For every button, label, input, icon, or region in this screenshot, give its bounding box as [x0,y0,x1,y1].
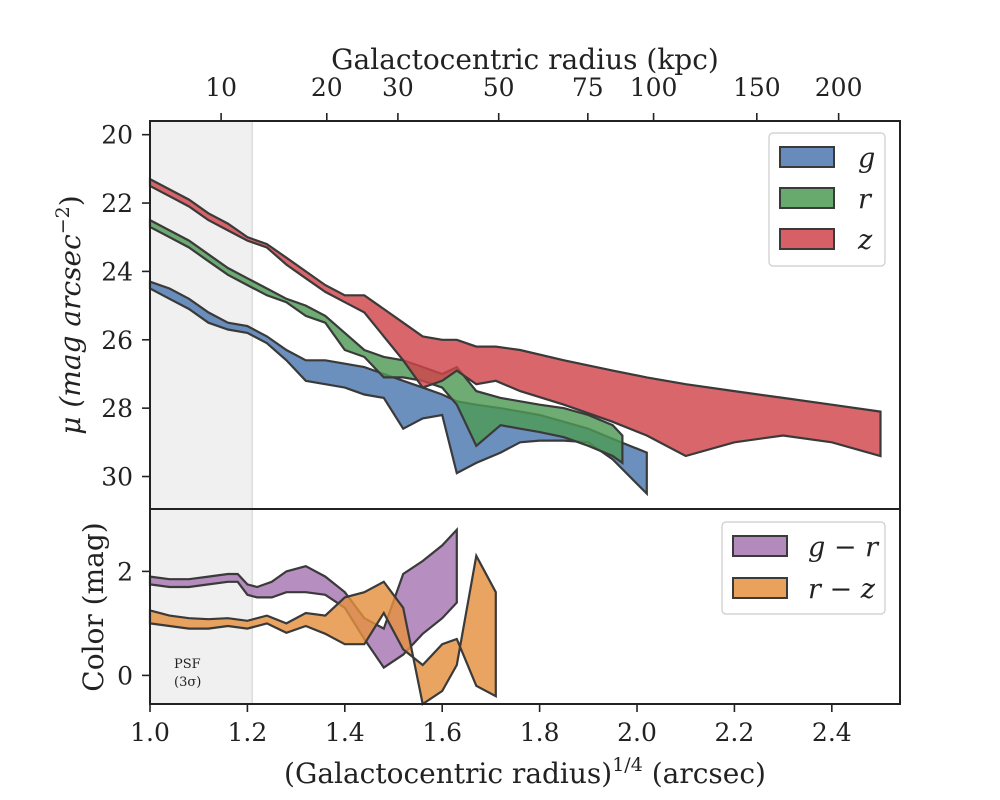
y-tick-label: 24 [101,257,133,286]
top-y-axis-title: μ (mag arcsec−2) [52,195,87,434]
y-tick-label: 20 [101,121,133,150]
surface-brightness-bands [148,177,882,497]
x-axis-title: (Galactocentric radius)1/4 (arcsec) [284,754,766,790]
band-r [148,218,624,466]
x-tick-label: 2.4 [812,718,852,747]
x-tick-label: 2.2 [715,718,755,747]
band-g [148,280,648,497]
top-tick-label: 30 [382,73,414,102]
legend-swatch [779,228,835,250]
psf-shaded-region [150,121,253,704]
bottom-panel-frame [149,508,901,705]
top-tick-label: 50 [483,73,515,102]
x-tick-label: 2.0 [617,718,657,747]
legend-swatch [779,187,835,209]
legend-swatch [732,535,788,557]
top-tick-label: 10 [205,73,237,102]
x-tick-label: 1.2 [228,718,268,747]
top-axis-title: Galactocentric radius (kpc) [331,43,719,76]
psf-sigma-label: (3σ) [174,675,201,690]
color-y-tick-label: 0 [117,661,133,690]
x-tick-label: 1.8 [520,718,560,747]
y-tick-label: 28 [101,394,133,423]
band-gr [148,527,458,670]
x-tick-label: 1.4 [325,718,365,747]
legend-bands: grz [768,132,886,267]
color-bands [148,527,497,706]
legend-swatch [732,577,788,599]
y-tick-label: 30 [101,463,133,492]
top-tick-label: 75 [572,73,604,102]
legend-swatch [779,146,835,168]
x-tick-label: 1.6 [422,718,462,747]
x-tick-label: 1.0 [130,718,170,747]
bottom-y-axis-title: Color (mag) [77,522,110,691]
color-y-tick-label: 2 [117,557,133,586]
y-tick-label: 26 [101,326,133,355]
band-z [148,177,882,458]
top-tick-label: 150 [733,73,781,102]
top-tick-label: 20 [311,73,343,102]
legend-label: g [858,143,875,174]
legend-colors: g − r r − z [721,521,886,615]
legend-label: r − z [808,574,876,605]
legend-label: z [857,225,873,256]
top-tick-label: 100 [630,73,678,102]
legend-label: r [858,184,873,215]
top-tick-label: 200 [815,73,863,102]
y-tick-label: 22 [101,189,133,218]
axis-ticks: 1.0 1.2 1.4 1.6 1.8 2.0 2.2 2.410 20 30 50 75 100 150… [101,73,862,747]
legend-label: g − r [808,532,880,563]
psf-label: PSF [174,657,201,672]
band-rz [148,552,497,706]
